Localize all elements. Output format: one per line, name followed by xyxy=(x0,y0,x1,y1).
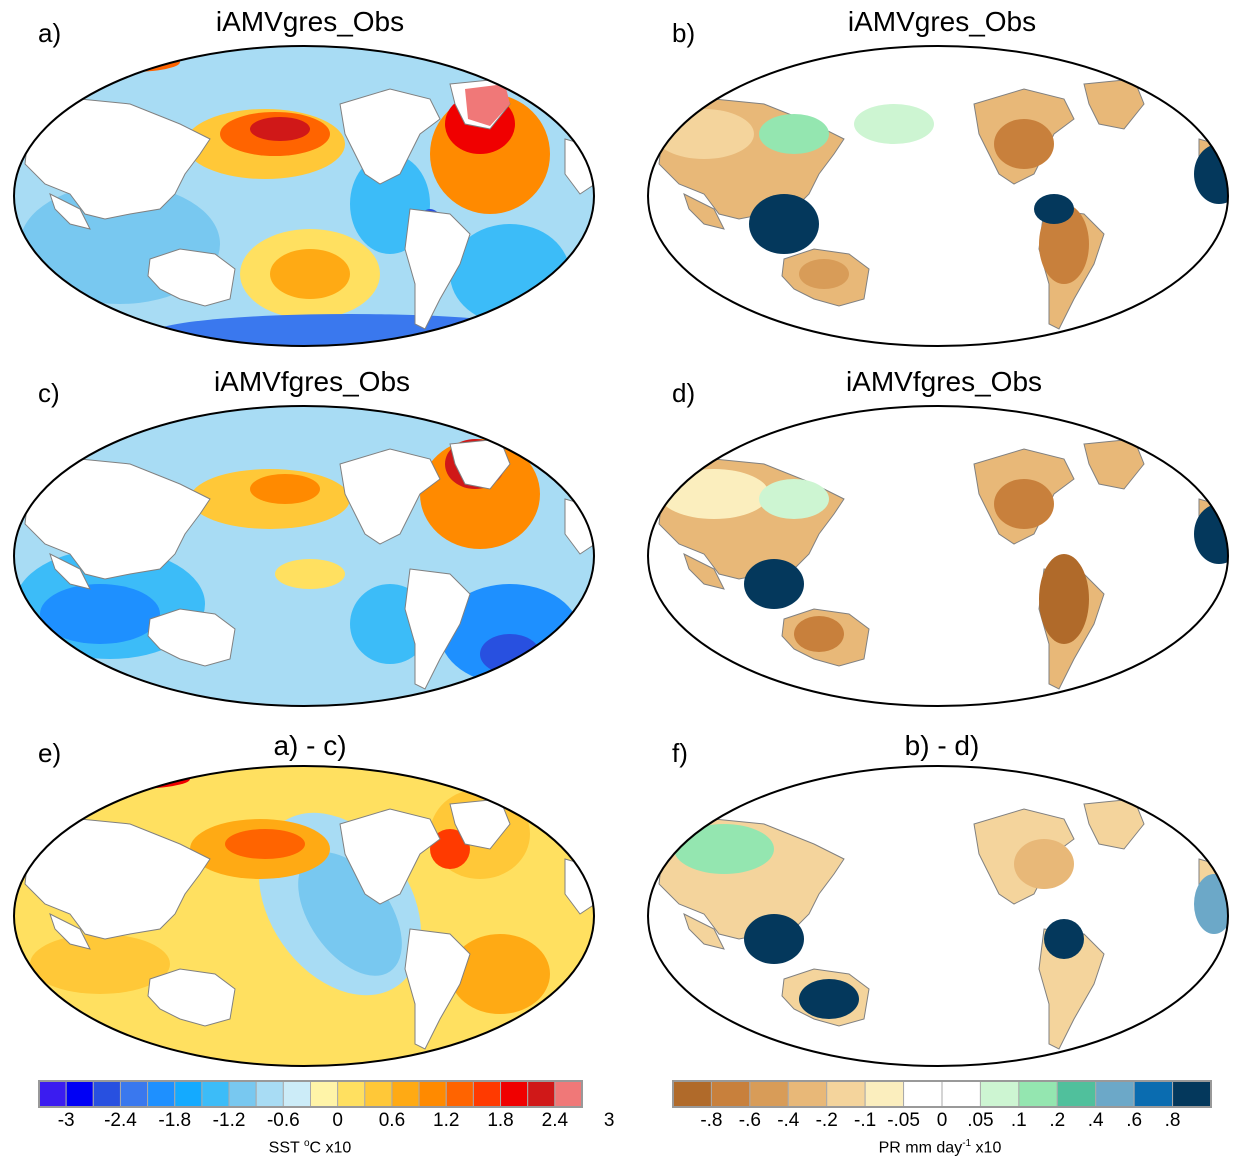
colorbar-swatch xyxy=(554,1080,583,1108)
colorbar-tick-label: .1 xyxy=(1010,1110,1027,1131)
panel-d-title: iAMVfgres_Obs xyxy=(845,366,1043,397)
colorbar-swatch xyxy=(92,1080,121,1108)
colorbar-swatch xyxy=(364,1080,393,1108)
colorbar-tick-label: .2 xyxy=(1049,1110,1066,1131)
colorbar-swatch xyxy=(710,1080,751,1108)
pr-colorbar-title: PR mm day-1 x10 xyxy=(878,1138,1002,1157)
colorbar-swatch xyxy=(500,1080,529,1108)
colorbar-swatch xyxy=(310,1080,339,1108)
panel-c-letter: c) xyxy=(38,378,60,408)
panel-d-letter: d) xyxy=(672,378,696,408)
colorbar-tick-label: 0 xyxy=(936,1110,948,1131)
sst-colorbar-title: SST oC x10 xyxy=(268,1138,352,1157)
panel-c-title: iAMVfgres_Obs xyxy=(213,366,411,397)
colorbar-tick-label: -1.2 xyxy=(212,1110,246,1131)
colorbar-tick-label: 0 xyxy=(332,1110,343,1131)
colorbar-swatch xyxy=(979,1080,1020,1108)
colorbar-tick-label: 1.8 xyxy=(487,1110,514,1131)
panel-e-map xyxy=(13,765,595,1067)
colorbar-swatch xyxy=(174,1080,203,1108)
panel-a-title: iAMVgres_Obs xyxy=(215,6,405,37)
colorbar-swatch xyxy=(337,1080,366,1108)
colorbar-swatch xyxy=(255,1080,284,1108)
colorbar-tick-label: -.6 xyxy=(738,1110,761,1131)
colorbar-tick-label: 3 xyxy=(603,1110,615,1131)
panel-c-map xyxy=(13,405,595,707)
colorbar-swatch xyxy=(1056,1080,1097,1108)
panel-f-map xyxy=(647,765,1229,1067)
colorbar-swatch xyxy=(787,1080,828,1108)
sst-colorbar xyxy=(38,1080,583,1108)
colorbar-swatch xyxy=(672,1080,712,1108)
colorbar-tick-label: -.4 xyxy=(777,1110,800,1131)
colorbar-swatch xyxy=(228,1080,257,1108)
colorbar-swatch xyxy=(864,1080,905,1108)
colorbar-swatch xyxy=(749,1080,789,1108)
colorbar-swatch xyxy=(445,1080,474,1108)
colorbar-swatch xyxy=(472,1080,502,1108)
colorbar-swatch xyxy=(418,1080,447,1108)
colorbar-swatch xyxy=(826,1080,866,1108)
colorbar-tick-label: .4 xyxy=(1087,1110,1104,1131)
panel-b-title: iAMVgres_Obs xyxy=(847,6,1037,37)
colorbar-swatch xyxy=(1018,1080,1058,1108)
colorbar-swatch xyxy=(1095,1080,1135,1108)
panel-e-title: a) - c) xyxy=(273,730,347,761)
colorbar-tick-label: -.2 xyxy=(815,1110,838,1131)
colorbar-tick-label: .8 xyxy=(1164,1110,1181,1131)
panel-b-letter: b) xyxy=(672,18,696,48)
colorbar-swatch xyxy=(903,1080,943,1108)
panel-f-letter: f) xyxy=(672,738,688,768)
colorbar-swatch xyxy=(119,1080,149,1108)
colorbar-tick-label: 1.2 xyxy=(433,1110,460,1131)
colorbar-swatch xyxy=(147,1080,176,1108)
panel-d-map xyxy=(647,405,1229,707)
colorbar-swatch xyxy=(1172,1080,1212,1108)
colorbar-tick-label: 0.6 xyxy=(378,1110,406,1131)
colorbar-tick-label: -1.8 xyxy=(158,1110,192,1131)
panel-a-map xyxy=(13,45,595,347)
colorbar-tick-label: -.1 xyxy=(854,1110,877,1131)
colorbar-swatch xyxy=(941,1080,981,1108)
colorbar-swatch xyxy=(391,1080,420,1108)
colorbar-swatch xyxy=(65,1080,94,1108)
panel-e-letter: e) xyxy=(38,738,62,768)
colorbar-tick-label: -3 xyxy=(57,1110,75,1131)
colorbar-tick-label: .6 xyxy=(1126,1110,1143,1131)
colorbar-tick-label: -0.6 xyxy=(266,1110,300,1131)
colorbar-tick-label: 2.4 xyxy=(541,1110,569,1131)
colorbar-swatch xyxy=(38,1080,67,1108)
panel-a-letter: a) xyxy=(38,18,62,48)
colorbar-swatch xyxy=(1133,1080,1174,1108)
colorbar-tick-label: .05 xyxy=(967,1110,994,1131)
colorbar-tick-label: -.05 xyxy=(887,1110,920,1131)
colorbar-swatch xyxy=(201,1080,230,1108)
panel-f-title: b) - d) xyxy=(904,730,980,761)
pr-colorbar xyxy=(672,1080,1212,1108)
panel-b-map xyxy=(647,45,1229,347)
colorbar-swatch xyxy=(282,1080,312,1108)
colorbar-tick-label: -.8 xyxy=(700,1110,723,1131)
colorbar-swatch xyxy=(527,1080,556,1108)
colorbar-tick-label: -2.4 xyxy=(104,1110,137,1131)
